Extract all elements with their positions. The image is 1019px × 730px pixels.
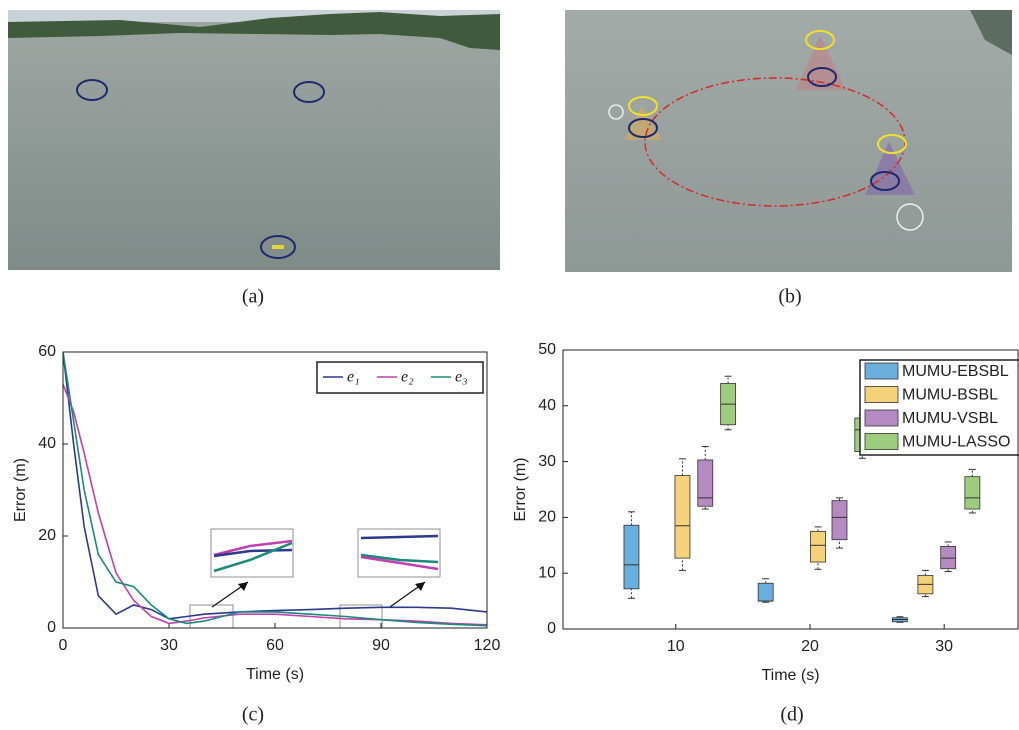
figure: (a) (b) (c) (d) 0 30 60 90 120 0 20 40 60 Time (s… (0, 0, 1019, 730)
x-tick-label: 90 (372, 637, 390, 654)
x-tick-label: 60 (266, 637, 284, 654)
y-tick-label: 30 (538, 453, 556, 470)
x-tick-label: 30 (160, 637, 178, 654)
photo-b (565, 10, 1012, 272)
x-tick-label: 120 (474, 637, 501, 654)
x-axis-title: Time (s) (761, 667, 819, 684)
legend-swatch (865, 434, 898, 450)
legend-label: e₃ (455, 369, 468, 386)
y-tick-label: 40 (538, 397, 556, 414)
y-tick-label: 10 (538, 564, 556, 581)
x-tick-label: 20 (801, 638, 819, 655)
box (758, 583, 773, 601)
y-tick-label: 0 (47, 619, 56, 636)
y-tick-label: 40 (38, 435, 56, 452)
legend-swatch (865, 387, 898, 403)
box (675, 476, 690, 559)
y-tick-label: 50 (538, 341, 556, 358)
y-tick-label: 20 (538, 509, 556, 526)
panel-label: (d) (780, 704, 803, 726)
photo-a (8, 10, 500, 270)
y-tick-label: 20 (38, 527, 56, 544)
x-tick-label: 0 (59, 637, 68, 654)
legend-label: MUMU-EBSBL (902, 363, 1009, 380)
box (965, 477, 980, 509)
box (941, 546, 956, 568)
box (698, 460, 713, 506)
legend-label: MUMU-VSBL (902, 410, 998, 427)
legend-swatch (865, 363, 898, 379)
data-line (63, 384, 487, 625)
x-axis-title: Time (s) (246, 666, 304, 683)
legend-swatch (865, 410, 898, 426)
legend-label: MUMU-LASSO (902, 434, 1010, 451)
panel-label: (a) (242, 286, 264, 308)
box (624, 525, 639, 589)
x-tick-label: 10 (667, 638, 685, 655)
y-axis-title: Error (m) (12, 458, 29, 522)
y-axis-title: Error (m) (512, 458, 529, 522)
panel-label: (b) (778, 286, 801, 308)
box (811, 531, 826, 562)
legend-label: e₁ (347, 369, 360, 386)
legend-label: MUMU-BSBL (902, 387, 998, 404)
x-tick-label: 30 (935, 638, 953, 655)
box (832, 501, 847, 540)
panel-label: (c) (242, 704, 264, 726)
y-tick-label: 60 (38, 343, 56, 360)
legend-label: e₂ (401, 369, 414, 386)
y-tick-label: 0 (547, 620, 556, 637)
